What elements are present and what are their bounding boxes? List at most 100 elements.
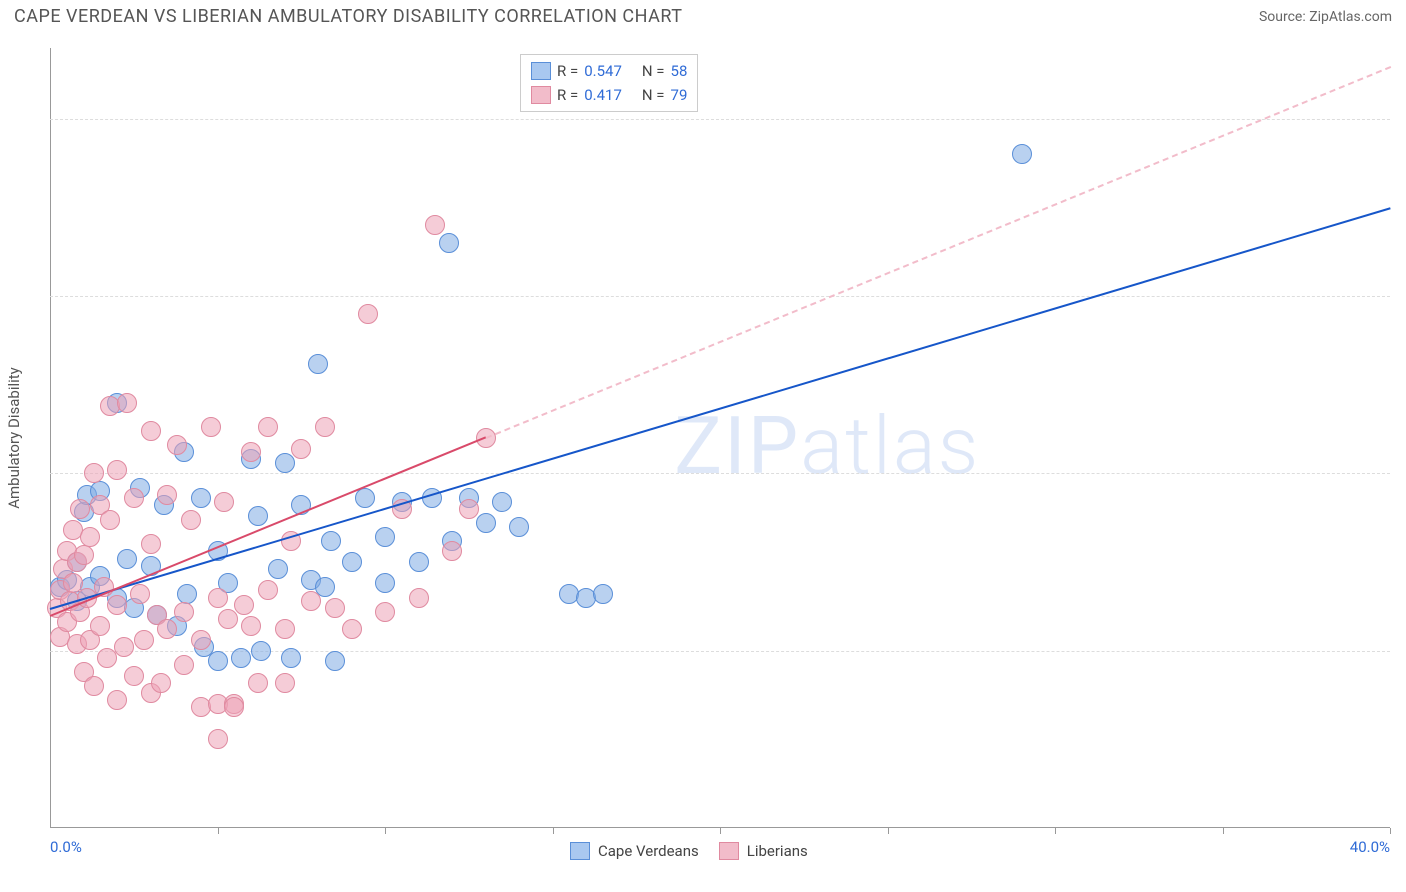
data-point [100, 510, 120, 530]
data-point [275, 619, 295, 639]
data-point [275, 453, 295, 473]
data-point [492, 492, 512, 512]
data-point [248, 506, 268, 526]
data-point [234, 595, 254, 615]
data-point [134, 630, 154, 650]
data-point [174, 602, 194, 622]
data-point [181, 510, 201, 530]
data-point [90, 616, 110, 636]
grid-line [50, 473, 1390, 474]
x-tick-mark [1390, 828, 1391, 834]
x-tick-label: 40.0% [1350, 838, 1390, 856]
data-point [258, 580, 278, 600]
data-point [308, 354, 328, 374]
legend-swatch [531, 62, 551, 80]
data-point [141, 421, 161, 441]
x-tick-mark [385, 828, 386, 834]
y-axis-line [50, 48, 51, 828]
data-point [409, 588, 429, 608]
data-point [141, 534, 161, 554]
data-point [375, 602, 395, 622]
data-point [268, 559, 288, 579]
legend-item: Cape Verdeans [570, 842, 699, 860]
y-tick-label: 10.0% [1394, 464, 1406, 482]
legend-swatch [719, 842, 739, 860]
data-point [74, 545, 94, 565]
x-tick-mark [553, 828, 554, 834]
grid-line [50, 119, 1390, 120]
data-point [231, 648, 251, 668]
data-point [130, 584, 150, 604]
legend-swatch [531, 86, 551, 104]
data-point [151, 673, 171, 693]
chart-area: Ambulatory Disability ZIPatlas R =0.547N… [50, 48, 1390, 828]
data-point [439, 233, 459, 253]
data-point [509, 517, 529, 537]
x-tick-mark [1055, 828, 1056, 834]
data-point [375, 573, 395, 593]
data-point [459, 499, 479, 519]
data-point [442, 541, 462, 561]
data-point [258, 417, 278, 437]
series-legend: Cape Verdeans Liberians [570, 842, 808, 860]
data-point [375, 527, 395, 547]
data-point [325, 598, 345, 618]
data-point [124, 666, 144, 686]
data-point [114, 637, 134, 657]
correlation-legend: R =0.547N =58R =0.417N =79 [520, 54, 698, 112]
y-tick-label: 20.0% [1394, 110, 1406, 128]
data-point [107, 460, 127, 480]
x-tick-mark [1223, 828, 1224, 834]
y-tick-label: 5.0% [1394, 642, 1406, 660]
x-tick-mark [218, 828, 219, 834]
data-point [241, 442, 261, 462]
data-point [275, 673, 295, 693]
data-point [355, 488, 375, 508]
y-axis-label: Ambulatory Disability [5, 367, 23, 509]
data-point [107, 690, 127, 710]
scatter-plot: Ambulatory Disability ZIPatlas R =0.547N… [50, 48, 1390, 828]
data-point [301, 591, 321, 611]
data-point [208, 588, 228, 608]
legend-item: Liberians [719, 842, 808, 860]
data-point [84, 463, 104, 483]
data-point [281, 648, 301, 668]
y-tick-label: 15.0% [1394, 287, 1406, 305]
data-point [251, 641, 271, 661]
source-attribution: Source: ZipAtlas.com [1259, 9, 1392, 25]
legend-row: R =0.547N =58 [531, 59, 687, 83]
data-point [174, 655, 194, 675]
legend-label: Liberians [747, 842, 808, 860]
data-point [191, 630, 211, 650]
legend-label: Cape Verdeans [598, 842, 699, 860]
x-tick-mark [888, 828, 889, 834]
data-point [342, 552, 362, 572]
data-point [208, 651, 228, 671]
data-point [157, 485, 177, 505]
data-point [201, 417, 221, 437]
data-point [593, 584, 613, 604]
data-point [409, 552, 429, 572]
chart-title: CAPE VERDEAN VS LIBERIAN AMBULATORY DISA… [14, 6, 683, 27]
data-point [321, 531, 341, 551]
grid-line [50, 296, 1390, 297]
data-point [425, 215, 445, 235]
data-point [80, 527, 100, 547]
data-point [167, 435, 187, 455]
data-point [315, 417, 335, 437]
data-point [476, 513, 496, 533]
regression-line [485, 66, 1390, 439]
data-point [218, 609, 238, 629]
regression-line [50, 208, 1391, 611]
data-point [325, 651, 345, 671]
data-point [342, 619, 362, 639]
data-point [214, 492, 234, 512]
data-point [70, 499, 90, 519]
data-point [241, 616, 261, 636]
data-point [177, 584, 197, 604]
data-point [124, 488, 144, 508]
data-point [117, 549, 137, 569]
data-point [224, 697, 244, 717]
data-point [248, 673, 268, 693]
legend-swatch [570, 842, 590, 860]
